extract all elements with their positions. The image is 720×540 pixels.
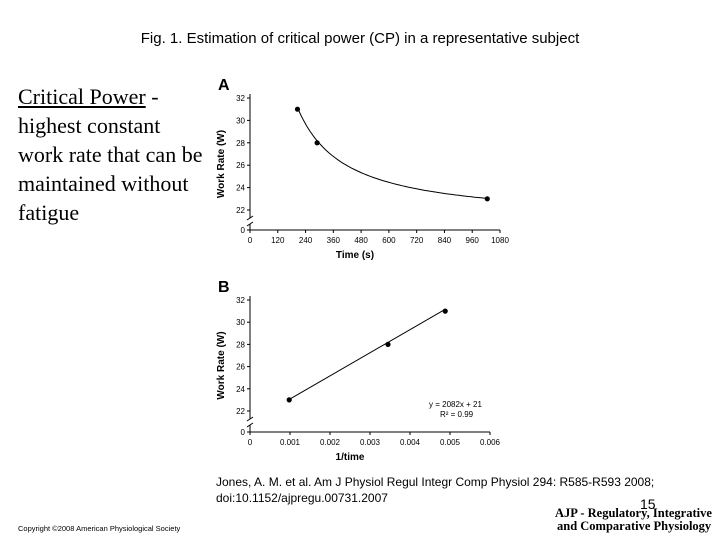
y-tick-label: 0 xyxy=(241,226,246,235)
axis-break-mark xyxy=(246,215,254,221)
y-tick-label: 28 xyxy=(236,340,245,349)
fit-r-squared: R² = 0.99 xyxy=(440,410,474,419)
y-tick-label: 28 xyxy=(236,139,245,148)
journal-line-2: and Comparative Physiology xyxy=(557,519,712,533)
x-tick-label: 0 xyxy=(248,236,253,245)
x-tick-label: 0.002 xyxy=(320,438,341,447)
axis-break-mark xyxy=(246,416,254,422)
x-tick-label: 0 xyxy=(248,438,253,447)
citation-line-2: doi:10.1152/ajpregu.00731.2007 xyxy=(216,491,388,505)
x-axis-label: 1/time xyxy=(336,452,365,463)
x-tick-label: 0.001 xyxy=(280,438,301,447)
y-tick-label: 26 xyxy=(236,363,245,372)
citation-line-1: Jones, A. M. et al. Am J Physiol Regul I… xyxy=(216,475,655,489)
x-tick-label: 0.005 xyxy=(440,438,461,447)
x-tick-label: 840 xyxy=(438,236,452,245)
definition-term: Critical Power xyxy=(18,84,146,109)
y-tick-label: 30 xyxy=(236,318,245,327)
fit-curve xyxy=(297,107,488,199)
y-tick-label: 32 xyxy=(236,94,245,103)
data-point xyxy=(314,140,320,146)
x-tick-label: 600 xyxy=(382,236,396,245)
definition-text: - highest constant work rate that can be… xyxy=(18,84,203,225)
y-axis-label: Work Rate (W) xyxy=(216,331,227,399)
slide-title: Fig. 1. Estimation of critical power (CP… xyxy=(140,30,580,47)
x-tick-label: 480 xyxy=(354,236,368,245)
journal-line-1: AJP - Regulatory, Integrative xyxy=(555,506,712,520)
data-point xyxy=(286,397,292,403)
x-tick-label: 960 xyxy=(466,236,480,245)
journal-logo: AJP - Regulatory, Integrative and Compar… xyxy=(555,507,720,533)
page-number: 15 xyxy=(640,496,656,512)
panel-a-chart: A 0 22 24 26 28 30 32 0 120 240 360 480 600 720 840 960 1… xyxy=(216,77,509,261)
x-tick-label: 0.003 xyxy=(360,438,381,447)
data-point xyxy=(484,196,490,202)
x-tick-label: 1080 xyxy=(491,236,509,245)
y-tick-label: 0 xyxy=(241,428,246,437)
y-tick-label: 24 xyxy=(236,385,245,394)
x-tick-label: 240 xyxy=(299,236,313,245)
panel-b-chart: B 0 22 24 26 28 30 32 0 0.001 0.002 0.003 0.004 0.005… xyxy=(216,279,501,463)
panel-label: B xyxy=(218,279,230,296)
x-tick-label: 120 xyxy=(271,236,285,245)
critical-power-definition: Critical Power - highest constant work r… xyxy=(18,82,208,227)
citation: Jones, A. M. et al. Am J Physiol Regul I… xyxy=(216,474,696,506)
y-tick-label: 26 xyxy=(236,161,245,170)
y-tick-label: 22 xyxy=(236,206,245,215)
x-tick-label: 0.004 xyxy=(400,438,421,447)
y-tick-label: 24 xyxy=(236,184,245,193)
y-axis-label: Work Rate (W) xyxy=(216,130,227,198)
data-point xyxy=(294,106,301,112)
copyright-notice: Copyright ©2008 American Physiological S… xyxy=(18,524,181,533)
axis-break-mark xyxy=(246,422,254,428)
fit-equation: y = 2082x + 21 xyxy=(429,400,482,409)
y-tick-label: 32 xyxy=(236,296,245,305)
x-tick-label: 720 xyxy=(410,236,424,245)
x-tick-label: 0.006 xyxy=(480,438,501,447)
y-tick-label: 22 xyxy=(236,407,245,416)
y-tick-label: 30 xyxy=(236,116,245,125)
axis-break-mark xyxy=(246,221,254,227)
data-point xyxy=(442,308,448,314)
x-axis-label: Time (s) xyxy=(336,250,374,261)
fit-line xyxy=(288,308,446,400)
panel-label: A xyxy=(218,77,230,94)
x-tick-label: 360 xyxy=(327,236,341,245)
data-point xyxy=(385,341,391,347)
